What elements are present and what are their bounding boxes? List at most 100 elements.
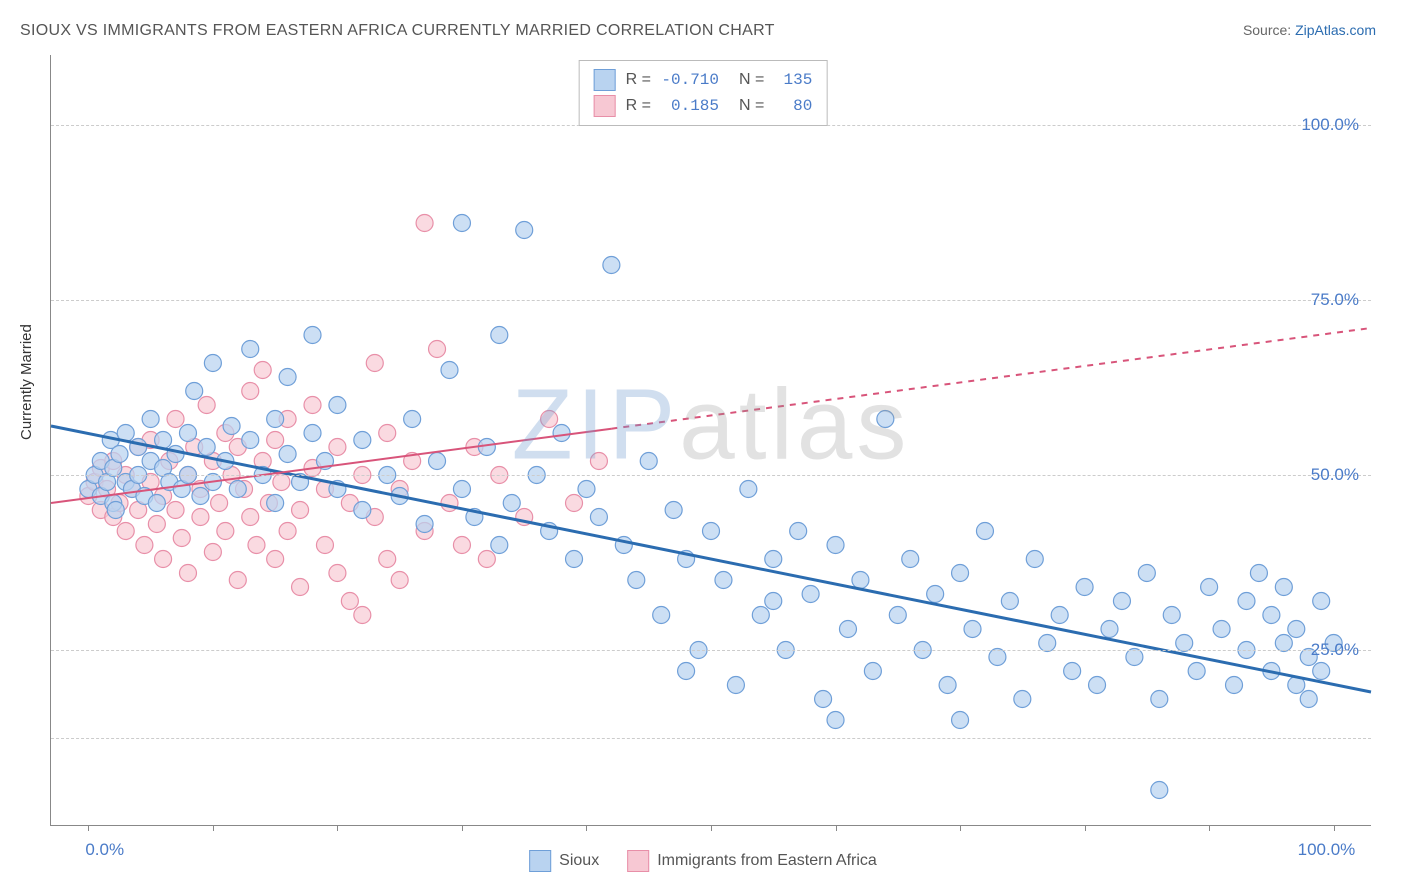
data-point: [802, 586, 819, 603]
legend-swatch: [529, 850, 551, 872]
data-point: [1151, 691, 1168, 708]
data-point: [404, 411, 421, 428]
data-point: [148, 516, 165, 533]
data-point: [453, 481, 470, 498]
source-link[interactable]: ZipAtlas.com: [1295, 22, 1376, 38]
data-point: [752, 607, 769, 624]
scatter-svg: [51, 55, 1371, 825]
data-point: [578, 481, 595, 498]
x-tick: [836, 825, 837, 831]
legend-swatch: [627, 850, 649, 872]
data-point: [242, 509, 259, 526]
data-point: [304, 397, 321, 414]
data-point: [1014, 691, 1031, 708]
data-point: [304, 425, 321, 442]
data-point: [167, 502, 184, 519]
data-point: [727, 677, 744, 694]
data-point: [242, 432, 259, 449]
data-point: [1226, 677, 1243, 694]
data-point: [267, 495, 284, 512]
data-point: [429, 453, 446, 470]
data-point: [179, 425, 196, 442]
data-point: [1151, 782, 1168, 799]
data-point: [1126, 649, 1143, 666]
x-tick: [213, 825, 214, 831]
data-point: [379, 425, 396, 442]
data-point: [155, 551, 172, 568]
data-point: [292, 579, 309, 596]
data-point: [167, 411, 184, 428]
legend-row: R = -0.710 N = 135: [594, 67, 813, 93]
legend-r-label: R =: [626, 71, 651, 89]
data-point: [852, 572, 869, 589]
data-point: [1076, 579, 1093, 596]
legend-swatch: [594, 69, 616, 91]
legend-n-label: N =: [739, 71, 764, 89]
data-point: [864, 663, 881, 680]
data-point: [1001, 593, 1018, 610]
x-tick: [1085, 825, 1086, 831]
data-point: [204, 355, 221, 372]
data-point: [590, 509, 607, 526]
data-point: [254, 362, 271, 379]
trend-line-dashed: [611, 328, 1371, 429]
data-point: [416, 516, 433, 533]
source-attribution: Source: ZipAtlas.com: [1243, 22, 1376, 38]
data-point: [640, 453, 657, 470]
data-point: [1250, 565, 1267, 582]
data-point: [603, 257, 620, 274]
x-tick: [1209, 825, 1210, 831]
x-tick-label: 0.0%: [85, 840, 124, 860]
legend-n-value: 135: [774, 71, 812, 89]
data-point: [304, 327, 321, 344]
data-point: [198, 439, 215, 456]
data-point: [248, 537, 265, 554]
legend-r-value: 0.185: [661, 97, 719, 115]
data-point: [354, 502, 371, 519]
data-point: [111, 446, 128, 463]
gridline: [51, 738, 1371, 739]
data-point: [148, 495, 165, 512]
data-point: [107, 502, 124, 519]
data-point: [211, 495, 228, 512]
data-point: [678, 663, 695, 680]
x-tick: [960, 825, 961, 831]
data-point: [827, 537, 844, 554]
data-point: [740, 481, 757, 498]
data-point: [429, 341, 446, 358]
data-point: [179, 565, 196, 582]
data-point: [316, 537, 333, 554]
data-point: [1176, 635, 1193, 652]
data-point: [329, 565, 346, 582]
data-point: [541, 411, 558, 428]
legend-r-value: -0.710: [661, 71, 719, 89]
data-point: [391, 572, 408, 589]
data-point: [1113, 593, 1130, 610]
data-point: [1275, 579, 1292, 596]
data-point: [1201, 579, 1218, 596]
data-point: [790, 523, 807, 540]
legend-n-value: 80: [774, 97, 812, 115]
data-point: [273, 474, 290, 491]
data-point: [516, 222, 533, 239]
data-point: [1138, 565, 1155, 582]
data-point: [1275, 635, 1292, 652]
data-point: [441, 362, 458, 379]
data-point: [229, 481, 246, 498]
data-point: [416, 215, 433, 232]
data-point: [204, 544, 221, 561]
data-point: [952, 565, 969, 582]
data-point: [1300, 691, 1317, 708]
chart-plot-area: ZIPatlas 25.0%50.0%75.0%100.0%: [50, 55, 1371, 826]
data-point: [1288, 621, 1305, 638]
data-point: [142, 411, 159, 428]
data-point: [1213, 621, 1230, 638]
data-point: [889, 607, 906, 624]
data-point: [491, 327, 508, 344]
data-point: [566, 551, 583, 568]
data-point: [192, 509, 209, 526]
data-point: [939, 677, 956, 694]
source-prefix: Source:: [1243, 22, 1295, 38]
data-point: [354, 607, 371, 624]
data-point: [198, 397, 215, 414]
